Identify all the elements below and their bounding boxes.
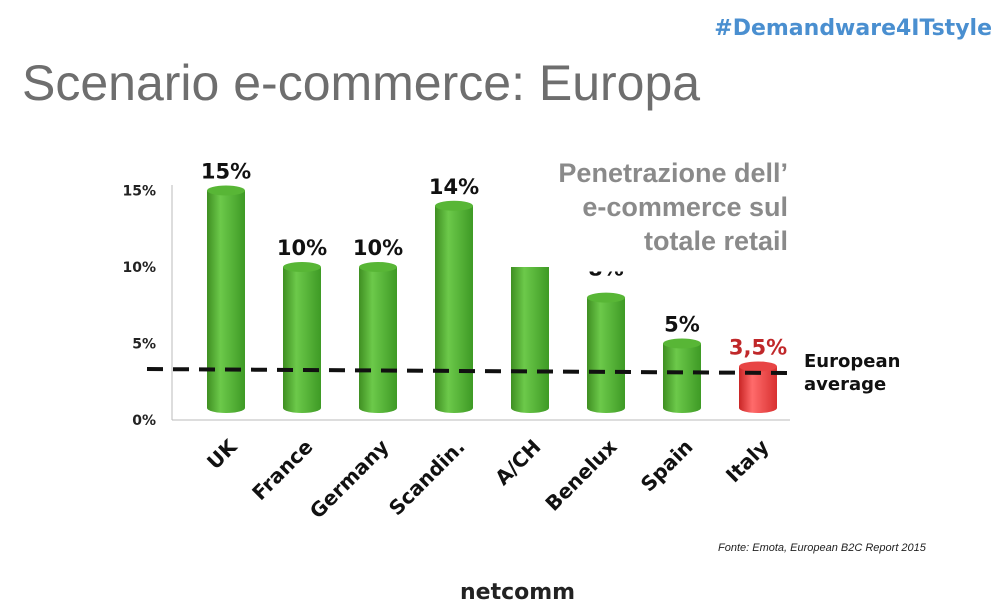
category-label: Spain: [636, 435, 698, 497]
average-legend: European average: [804, 350, 900, 396]
category-label: Germany: [305, 435, 394, 524]
data-label: 8%: [588, 257, 624, 281]
category-label: A/CH: [490, 435, 545, 490]
page-title: Scenario e-commerce: Europa: [22, 55, 701, 111]
source-note: Fonte: Emota, European B2C Report 2015: [718, 542, 926, 554]
chart-title-line: totale retail: [643, 226, 788, 256]
bar-top: [739, 361, 777, 372]
bar: [663, 343, 701, 413]
bar: [511, 267, 549, 413]
bar-top: [435, 200, 473, 211]
category-label: Scandin.: [384, 435, 470, 521]
bar-top: [283, 262, 321, 272]
bar-top: [587, 292, 625, 303]
average-label-line: European: [804, 351, 901, 372]
data-label: 10%: [277, 236, 327, 260]
category-label: Benelux: [540, 434, 621, 515]
bar-top: [663, 338, 701, 349]
data-label: 5%: [664, 313, 700, 337]
data-label: 15%: [201, 160, 251, 184]
bar: [435, 205, 473, 413]
y-tick-label: 15%: [122, 184, 156, 200]
bar-top: [207, 185, 245, 196]
data-label: 10%: [353, 236, 403, 260]
chart-title: Penetrazione dell’ e-commerce sul totale…: [558, 156, 788, 258]
bar: [739, 366, 777, 413]
bar: [587, 297, 625, 413]
category-label: Italy: [721, 435, 774, 488]
y-tick-label: 0%: [132, 413, 156, 429]
average-line: [146, 367, 796, 376]
average-label-line: average: [804, 374, 887, 395]
bar: [283, 267, 321, 413]
y-tick-label: 10%: [122, 260, 156, 276]
bar: [359, 267, 397, 413]
category-label: UK: [202, 434, 242, 474]
netcomm-logo: netcomm: [460, 580, 576, 605]
hashtag: #Demandware4ITstyle: [714, 16, 992, 41]
data-label: 14%: [429, 175, 479, 199]
chart-title-line: e-commerce sul: [582, 192, 788, 222]
bar: [207, 190, 245, 413]
category-label: France: [247, 435, 317, 505]
bar-top: [359, 262, 397, 272]
chart-title-line: Penetrazione dell’: [558, 158, 788, 188]
y-tick-label: 5%: [132, 337, 156, 353]
data-label: 3,5%: [729, 335, 787, 359]
